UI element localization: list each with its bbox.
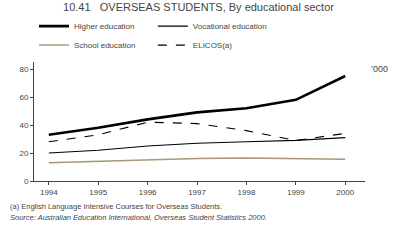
svg-text:(a) English Language Intensive: (a) English Language Intensive Courses f… — [10, 202, 222, 211]
svg-text:’000: ’000 — [371, 64, 388, 74]
svg-text:2000: 2000 — [336, 188, 354, 197]
svg-text:1998: 1998 — [238, 188, 256, 197]
svg-text:1996: 1996 — [139, 188, 157, 197]
svg-text:1999: 1999 — [287, 188, 305, 197]
svg-text:40: 40 — [19, 121, 28, 130]
svg-text:1994: 1994 — [40, 188, 58, 197]
svg-text:1997: 1997 — [188, 188, 206, 197]
svg-text:Vocational education: Vocational education — [193, 22, 267, 31]
svg-text:10.41 OVERSEAS STUDENTS, By: 10.41 OVERSEAS STUDENTS, By educational … — [63, 1, 334, 13]
svg-text:School education: School education — [74, 41, 135, 50]
svg-text:Source: Australian Education I: Source: Australian Education Internation… — [10, 213, 267, 222]
svg-text:60: 60 — [19, 93, 28, 102]
svg-text:ELICOS(a): ELICOS(a) — [193, 41, 232, 50]
svg-text:80: 80 — [19, 65, 28, 74]
svg-text:0: 0 — [24, 177, 29, 186]
svg-text:Higher education: Higher education — [74, 22, 134, 31]
svg-text:20: 20 — [19, 149, 28, 158]
svg-text:1995: 1995 — [89, 188, 107, 197]
